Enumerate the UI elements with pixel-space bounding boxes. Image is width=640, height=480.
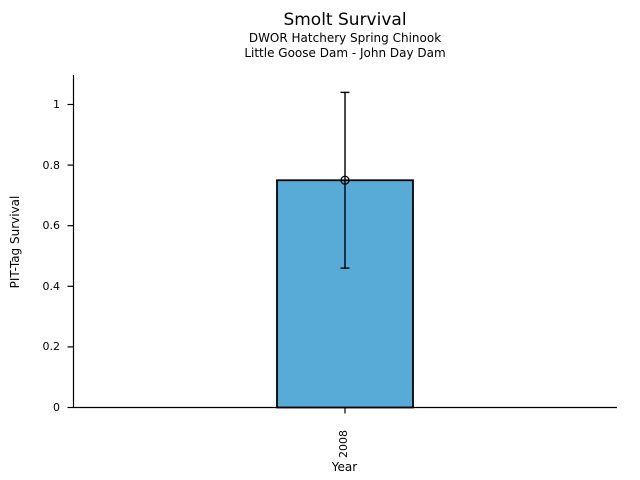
y-tick-label: 0 bbox=[53, 401, 60, 414]
y-tick-marks bbox=[67, 103, 74, 409]
y-tick-label: 0.2 bbox=[42, 340, 61, 354]
point-marker bbox=[340, 175, 350, 185]
y-tick-label: 0.6 bbox=[42, 219, 61, 233]
chart-subtitle-2: Little Goose Dam - John Day Dam bbox=[244, 46, 446, 60]
x-axis-label: Year bbox=[331, 460, 358, 474]
chart-subtitle-1: DWOR Hatchery Spring Chinook bbox=[248, 31, 442, 45]
chart-title: Smolt Survival bbox=[283, 10, 407, 30]
y-tick-label: 0.4 bbox=[42, 279, 61, 293]
y-tick-label: 1 bbox=[53, 98, 60, 111]
y-tick-label: 0.8 bbox=[42, 158, 61, 172]
